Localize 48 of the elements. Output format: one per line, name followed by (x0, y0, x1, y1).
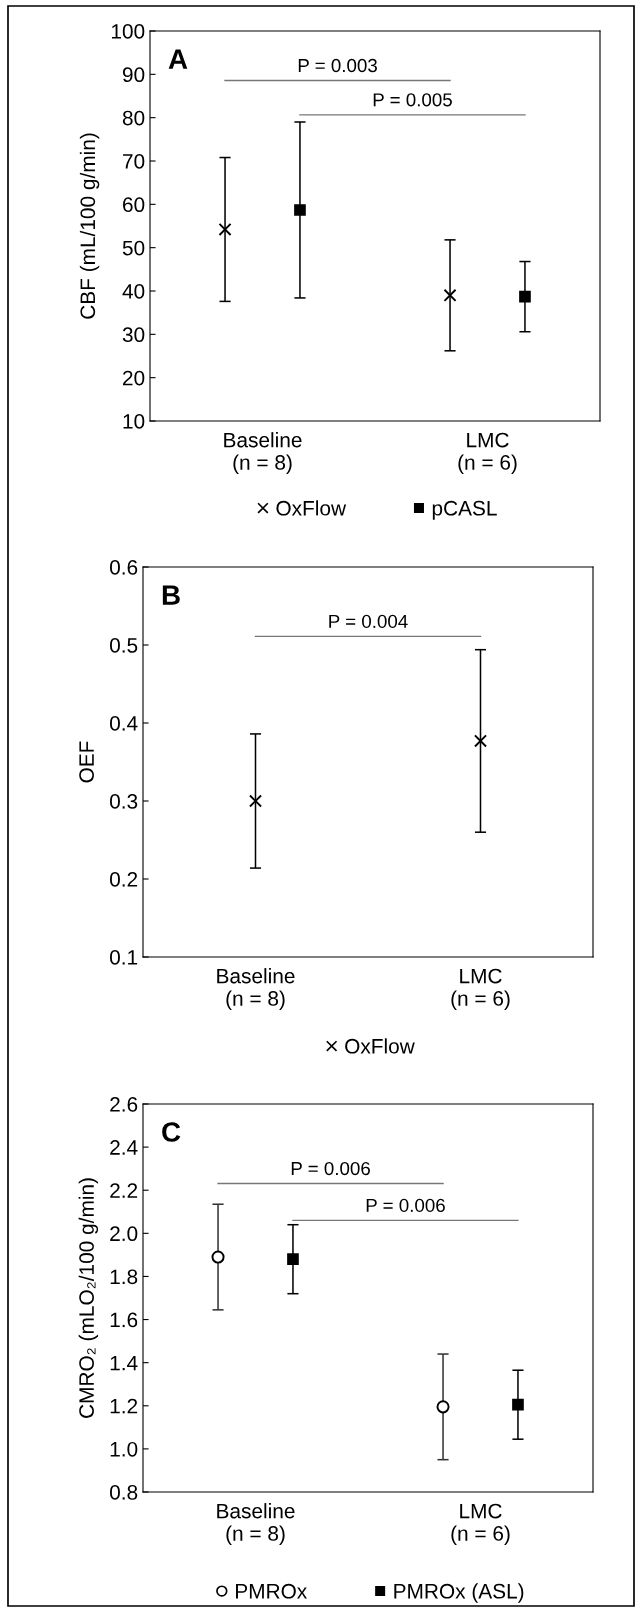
x-tick-label: LMC (n = 6) (451, 968, 510, 1010)
y-tick-label: 2.6 (110, 1097, 138, 1112)
y-tick-label: 50 (122, 240, 145, 256)
x-tick-label: Baseline (n = 8) (224, 432, 302, 474)
y-tick-label: 100 (111, 24, 145, 39)
y-tick-label: 90 (122, 67, 145, 83)
annotation: P = 0.004 (329, 614, 408, 629)
x-tick-label: LMC (n = 6) (458, 432, 517, 474)
y-tick-label: 2.4 (110, 1140, 138, 1155)
y-tick-label: 0.4 (109, 716, 138, 731)
y-tick-label: 20 (123, 370, 145, 386)
y-tick-label: 0.5 (109, 638, 138, 653)
annotation: P = 0.006 (291, 1161, 370, 1176)
y-tick-label: 60 (123, 197, 145, 213)
annotation: P = 0.006 (366, 1198, 445, 1213)
y-tick-label: 30 (122, 327, 145, 343)
annotation: P = 0.003 (298, 58, 377, 73)
annotation: P = 0.005 (373, 93, 452, 107)
y-axis-title: CBF (mL/100 g/min) (79, 133, 100, 319)
y-tick-label: 1.4 (110, 1355, 138, 1371)
y-tick-label: 0.6 (109, 560, 138, 575)
x-tick-label: LMC (n = 6) (451, 1503, 510, 1545)
legend-label: OxFlow (276, 500, 347, 516)
y-tick-label: 1.0 (110, 1441, 138, 1457)
legend-label: OxFlow (345, 1038, 415, 1054)
y-tick-label: 80 (122, 110, 145, 126)
y-axis-title: CMRO₂ (mLO₂/100 g/min) (78, 1178, 99, 1418)
y-tick-label: 0.1 (109, 950, 138, 965)
y-axis-title: OEF (79, 741, 94, 783)
y-tick-label: 1.6 (110, 1312, 138, 1328)
x-tick-label: Baseline (n = 8) (217, 968, 295, 1010)
y-tick-label: 0.3 (109, 794, 138, 809)
text: A (168, 49, 188, 69)
y-tick-label: 0.2 (109, 872, 138, 887)
y-tick-label: 2.2 (110, 1183, 138, 1198)
x-tick-label: Baseline (n = 8) (217, 1503, 295, 1545)
legend-label: PMROx (236, 1583, 308, 1599)
legend-label: pCASL (432, 500, 497, 520)
legend-label: PMROx (ASL) (394, 1583, 524, 1603)
y-tick-label: 40 (122, 284, 145, 299)
y-tick-label: 2.0 (110, 1226, 138, 1242)
y-tick-label: 70 (123, 154, 145, 169)
y-tick-label: 1.8 (110, 1269, 138, 1285)
text: C (162, 1122, 181, 1142)
y-tick-label: 0.8 (109, 1485, 138, 1500)
y-tick-label: 1.2 (110, 1398, 138, 1414)
text: B (162, 585, 180, 605)
y-tick-label: 10 (123, 414, 145, 429)
